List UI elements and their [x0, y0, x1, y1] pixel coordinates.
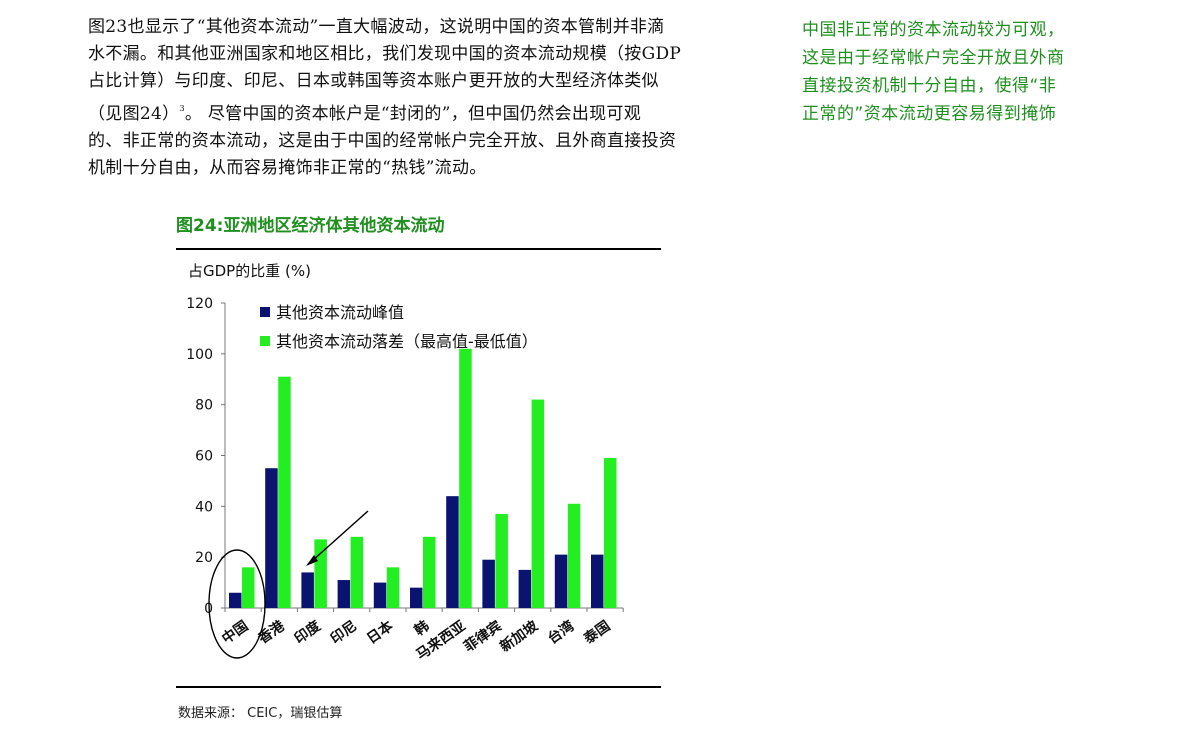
bar-range — [604, 458, 617, 608]
y-axis-label: 占GDP的比重 (%) — [188, 262, 311, 280]
annotation-arrow-line — [311, 510, 369, 562]
sidebar-line: 正常的”资本流动更容易得到掩饰 — [802, 104, 1057, 124]
bar-range — [495, 513, 508, 608]
bar-peak — [229, 592, 242, 608]
figure-title: 图24:亚洲地区经济体其他资本流动 — [176, 216, 445, 236]
x-tick-label: 日本 — [364, 617, 398, 648]
body-paragraph: 图23也显示了“其他资本流动”一直大幅波动，这说明中国的资本管制并非滴 水不漏。… — [88, 14, 768, 182]
y-tick-label: 80 — [195, 398, 213, 414]
bar-peak — [482, 559, 495, 608]
x-tick-label: 泰国 — [580, 617, 614, 648]
paragraph-line: 占比计算）与印度、印尼、日本或韩国等资本账户更开放的大型经济体类似 — [88, 71, 659, 91]
bar-range — [459, 348, 472, 608]
sidebar-note: 中国非正常的资本流动较为可观， 这是由于经常帐户完全开放且外商 直接投资机制十分… — [802, 16, 1122, 128]
paragraph-line: 的、非正常的资本流动，这是由于中国的经常帐户完全开放、且外商直接投资 — [88, 131, 677, 151]
bar-peak — [301, 572, 314, 608]
x-tick-label: 中国 — [219, 617, 252, 647]
x-tick-label: 菲律宾 — [461, 617, 505, 655]
x-tick-label: 新加坡 — [497, 617, 542, 656]
footnote-marker[interactable]: 3 — [179, 104, 185, 113]
bar-range — [423, 536, 436, 608]
legend-label-range: 其他资本流动落差（最高值-最低值） — [276, 332, 538, 351]
sidebar-line: 中国非正常的资本流动较为可观， — [802, 20, 1065, 40]
x-tick-label: 香港 — [254, 617, 288, 648]
legend-swatch-peak — [260, 307, 270, 317]
bar-peak — [373, 582, 387, 608]
bar-range — [567, 503, 581, 608]
bar-peak — [265, 468, 278, 608]
y-tick-label: 60 — [195, 449, 213, 465]
top-rule — [176, 248, 661, 250]
highlight-ellipse — [208, 549, 266, 659]
legend-label-peak: 其他资本流动峰值 — [276, 303, 404, 322]
paragraph-line: （见图24） — [88, 104, 180, 124]
paragraph-line: 机制十分自由，从而容易掩饰非正常的“热钱”流动。 — [88, 158, 487, 178]
y-tick-label: 120 — [186, 296, 213, 312]
x-tick-label: 台湾 — [545, 617, 578, 647]
y-tick-label: 20 — [195, 550, 213, 566]
legend-swatch-range — [260, 336, 270, 346]
bar-peak — [518, 569, 532, 608]
x-tick-label: 印度 — [291, 617, 325, 648]
bar-range — [386, 567, 400, 608]
paragraph-line: 图23也显示了“其他资本流动”一直大幅波动，这说明中国的资本管制并非滴 — [88, 17, 665, 37]
bar-peak — [554, 554, 568, 608]
paragraph-line: 。 尽管中国的资本帐户是“封闭的”，但中国仍然会出现可观 — [184, 104, 642, 124]
sidebar-line: 这是由于经常帐户完全开放且外商 — [802, 48, 1065, 68]
bar-peak — [410, 587, 423, 608]
bottom-rule — [176, 686, 661, 688]
bar-range — [531, 399, 545, 608]
annotation-arrow-head — [306, 555, 318, 566]
figure-source: 数据来源： CEIC，瑞银估算 — [178, 706, 343, 721]
bar-range — [350, 536, 364, 608]
bar-range — [242, 567, 255, 608]
bar-peak — [446, 496, 459, 608]
bar-range — [278, 376, 291, 608]
x-tick-label: 印尼 — [327, 617, 360, 647]
x-tick-label: 韩 — [411, 617, 432, 639]
y-tick-label: 40 — [195, 499, 213, 515]
paragraph-line: 水不漏。和其他亚洲国家和地区相比，我们发现中国的资本流动规模（按GDP — [88, 44, 682, 64]
sidebar-line: 直接投资机制十分自由，使得“非 — [802, 76, 1057, 96]
y-tick-label: 100 — [186, 347, 213, 363]
bar-peak — [591, 554, 604, 608]
bar-peak — [337, 580, 351, 608]
